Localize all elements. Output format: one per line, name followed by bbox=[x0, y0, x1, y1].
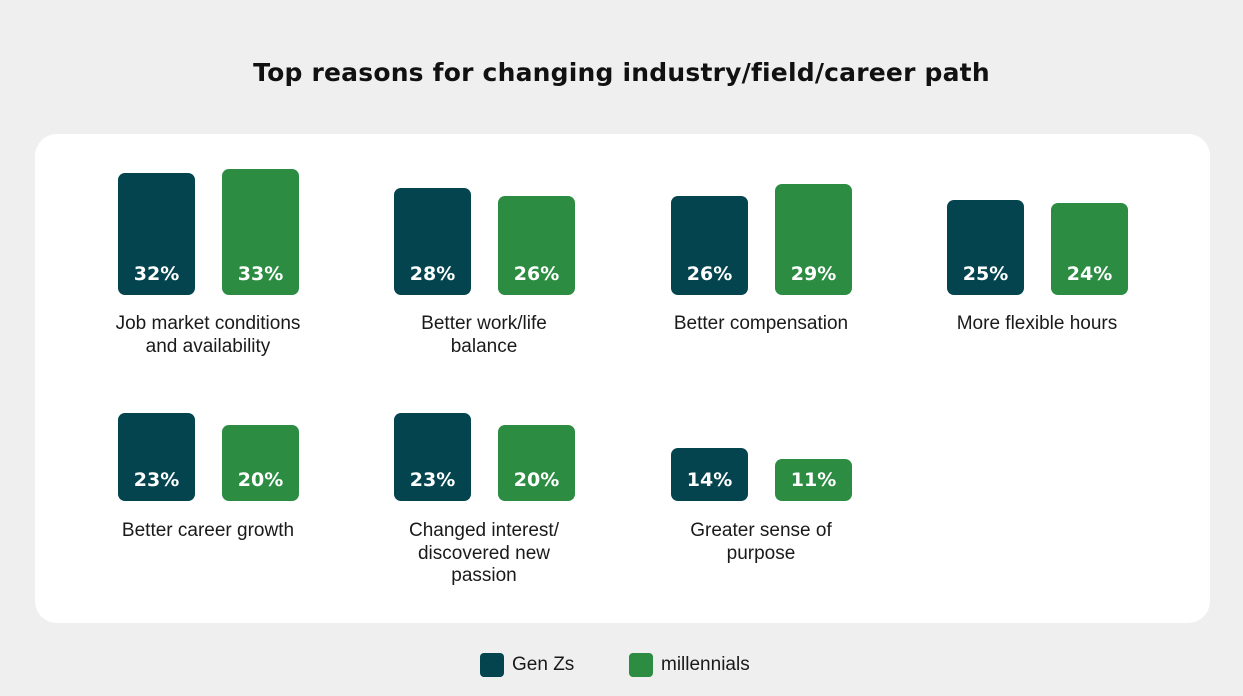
bar-value-label: 33% bbox=[237, 263, 284, 285]
bar-value-label: 25% bbox=[962, 263, 1009, 285]
legend-swatch-millennials bbox=[629, 653, 653, 677]
legend-item-gen-z: Gen Zs bbox=[480, 653, 574, 677]
category-label-line: Better career growth bbox=[121, 520, 295, 541]
bar-value-label: 32% bbox=[133, 263, 180, 285]
bar-value-label: 20% bbox=[513, 469, 560, 491]
bar-millennials-4: 24% bbox=[1051, 203, 1128, 295]
bar-millennials-3: 29% bbox=[775, 184, 852, 295]
category-label-line: Changed interest/ bbox=[409, 520, 559, 541]
category-label-line: More flexible hours bbox=[956, 313, 1118, 334]
bar-value-label: 28% bbox=[409, 263, 456, 285]
category-label-line: Better work/life bbox=[421, 313, 547, 334]
bar-gen-z-7: 14% bbox=[671, 448, 748, 501]
category-label-line: Job market conditions bbox=[115, 313, 301, 334]
category-label-line: purpose bbox=[726, 542, 796, 564]
category-label-6: Changed interest/discovered new passion bbox=[364, 520, 604, 588]
bar-value-label: 29% bbox=[790, 263, 837, 285]
bar-millennials-5: 20% bbox=[222, 425, 299, 501]
legend-item-millennials: millennials bbox=[629, 653, 750, 677]
category-label-line: balance bbox=[450, 335, 518, 357]
bar-gen-z-6: 23% bbox=[394, 413, 471, 501]
bar-value-label: 23% bbox=[409, 469, 456, 491]
category-label-4: More flexible hours bbox=[917, 313, 1157, 336]
bar-millennials-2: 26% bbox=[498, 196, 575, 295]
bar-value-label: 23% bbox=[133, 469, 180, 491]
bar-value-label: 11% bbox=[790, 469, 837, 491]
bar-value-label: 26% bbox=[513, 263, 560, 285]
bar-gen-z-4: 25% bbox=[947, 200, 1024, 295]
bar-value-label: 20% bbox=[237, 469, 284, 491]
chart-panel bbox=[35, 134, 1210, 623]
category-label-2: Better work/life balance bbox=[364, 313, 604, 358]
bar-millennials-7: 11% bbox=[775, 459, 852, 501]
chart-title: Top reasons for changing industry/field/… bbox=[253, 58, 990, 87]
category-label-5: Better career growth bbox=[88, 520, 328, 543]
bar-value-label: 24% bbox=[1066, 263, 1113, 285]
bar-gen-z-1: 32% bbox=[118, 173, 195, 295]
category-label-line: passion bbox=[451, 565, 517, 586]
bar-value-label: 26% bbox=[686, 263, 733, 285]
bar-gen-z-2: 28% bbox=[394, 188, 471, 295]
category-label-line: Better compensation bbox=[673, 313, 849, 334]
category-label-line: and availability bbox=[145, 335, 271, 357]
legend-label-millennials: millennials bbox=[661, 654, 750, 675]
legend-label-gen-z: Gen Zs bbox=[512, 654, 575, 675]
bar-value-label: 14% bbox=[686, 469, 733, 491]
legend-swatch-gen-z bbox=[480, 653, 504, 677]
bar-gen-z-5: 23% bbox=[118, 413, 195, 501]
bar-millennials-1: 33% bbox=[222, 169, 299, 295]
category-label-1: Job market conditions and availability bbox=[88, 313, 328, 358]
chart-legend: Gen Zs millennials bbox=[0, 653, 1243, 677]
category-label-7: Greater sense of purpose bbox=[641, 520, 881, 565]
category-label-line: Greater sense of bbox=[690, 520, 832, 541]
bar-gen-z-3: 26% bbox=[671, 196, 748, 295]
bar-millennials-6: 20% bbox=[498, 425, 575, 501]
category-label-line: discovered new bbox=[417, 542, 551, 564]
category-label-3: Better compensation bbox=[641, 313, 881, 336]
